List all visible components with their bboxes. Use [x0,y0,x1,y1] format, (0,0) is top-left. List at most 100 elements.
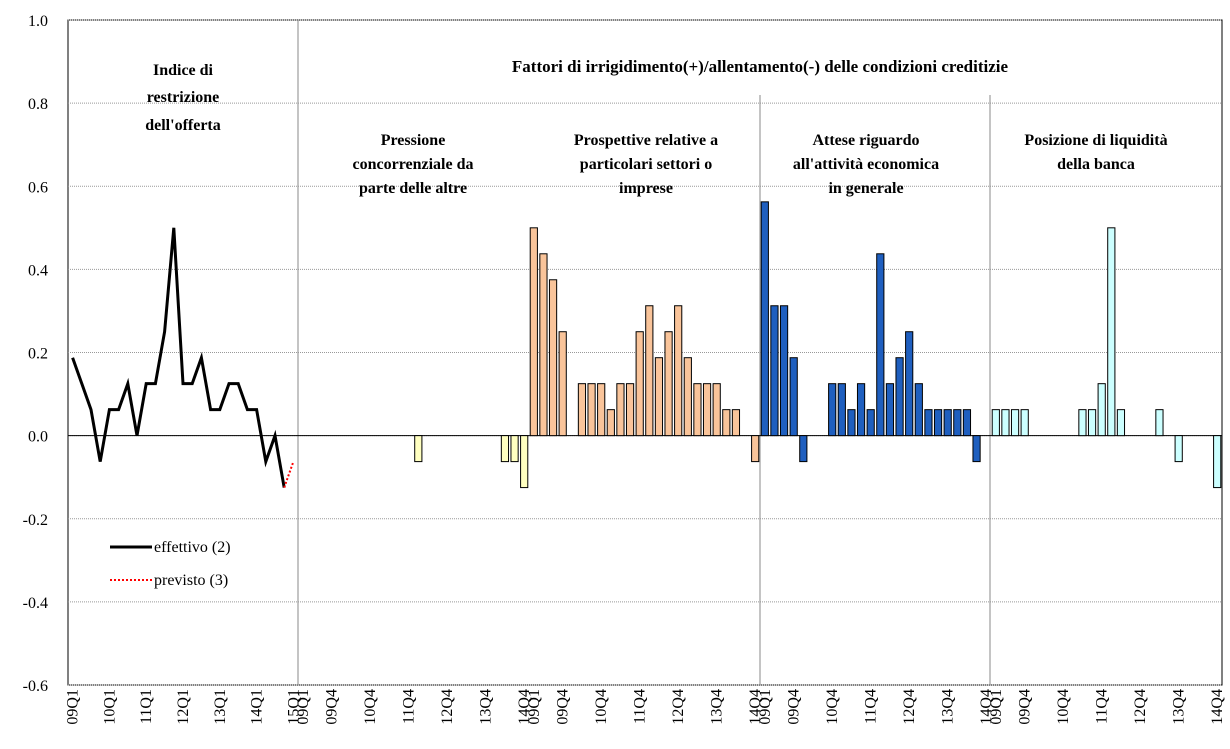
bar [876,253,885,437]
bar [1155,409,1164,437]
bar [962,409,972,437]
legend-label: previsto (3) [154,572,228,589]
x-tick-label: 14Q4 [978,689,995,725]
bar [693,383,702,437]
panel-title: Pressione [381,132,446,149]
x-tick-label: 14Q4 [1209,689,1226,725]
x-tick-label: 09Q1 [65,689,82,725]
panel-title: parte delle altre [359,180,467,197]
x-tick-label: 11Q4 [632,689,649,724]
bar [548,279,558,437]
y-tick-label: 0.8 [28,96,48,113]
x-tick-label: 11Q4 [401,689,418,724]
bar [1174,435,1183,463]
bar [597,383,606,437]
x-tick-label: 12Q4 [1132,689,1149,725]
x-tick-label: 13Q4 [709,689,726,725]
panel-title: restrizione [147,89,220,106]
x-tick-label: 13Q4 [478,689,495,725]
x-tick-label: 10Q4 [1055,689,1072,725]
x-tick-label: 12Q4 [439,689,456,725]
x-tick-label: 12Q1 [175,689,192,725]
bar [799,435,808,463]
bar [635,331,644,437]
x-tick-label: 10Q4 [824,689,841,725]
x-tick-label: 12Q4 [901,689,918,725]
panel-title: Attese riguardo [812,132,919,149]
bar [731,409,741,437]
bar [664,331,673,437]
x-tick-label: 13Q4 [1171,689,1188,725]
bar [972,435,981,463]
bar [683,357,692,437]
x-tick-label: 09Q4 [786,689,803,725]
bar [933,409,943,437]
x-tick-label: 09Q1 [526,689,543,725]
y-tick-label: 1.0 [28,13,48,30]
bar [1107,227,1116,437]
x-tick-label: 09Q1 [988,689,1005,725]
y-tick-label: -0.4 [23,595,48,612]
bar [751,435,760,463]
y-tick-label: 0.0 [28,429,48,446]
x-tick-label: 11Q4 [1094,689,1111,724]
bar [500,435,510,463]
bar [779,305,789,437]
y-tick-label: -0.6 [23,678,48,695]
bar [606,409,615,437]
bar [1087,409,1097,437]
x-tick-label: 09Q4 [1017,689,1034,725]
bar [702,383,712,437]
x-tick-label: 10Q4 [362,689,379,725]
bar [577,383,587,437]
bar [616,383,625,437]
bar [1078,409,1087,437]
bar [837,383,846,437]
legend-label: effettivo (2) [154,539,231,556]
bar [712,383,721,437]
bar [991,409,1000,437]
x-tick-label: 09Q1 [757,689,774,725]
y-tick-label: 0.6 [28,179,48,196]
bar [905,331,914,437]
panel-title: Posizione di liquidità [1024,132,1167,149]
x-tick-label: 14Q4 [516,689,533,725]
x-tick-label: 12Q4 [670,689,687,725]
bar [1010,409,1020,437]
bar [510,435,519,463]
bar [625,383,635,437]
bar [674,305,683,437]
x-tick-label: 13Q4 [940,689,957,725]
bar [914,383,923,437]
bar [895,357,904,437]
bar [866,409,875,437]
panel-title: dell'offerta [145,117,221,134]
bar [1116,409,1126,437]
x-tick-label: 10Q1 [101,689,118,725]
bar [587,383,596,437]
bar [1097,383,1106,437]
bar [856,383,866,437]
panel-title: della banca [1057,156,1135,173]
bar [722,409,731,437]
x-tick-label: 11Q4 [863,689,880,724]
panel-title: Prospettive relative a [574,132,718,149]
bar [539,253,548,437]
x-tick-label: 09Q4 [555,689,572,725]
y-tick-label: 0.2 [28,346,48,363]
bar [847,409,856,437]
y-tick-label: -0.2 [23,512,48,529]
bar [953,409,962,437]
x-tick-label: 13Q1 [212,689,229,725]
panel-title: imprese [619,180,673,197]
bar [1020,409,1029,437]
x-tick-label: 09Q4 [324,689,341,725]
x-tick-label: 09Q1 [295,689,312,725]
panel-title: all'attività economica [793,156,939,173]
bar [520,435,529,489]
panel-title: concorrenziale da [352,156,473,173]
bar [943,409,952,437]
x-tick-label: 14Q1 [249,689,266,725]
line-series [71,227,286,488]
